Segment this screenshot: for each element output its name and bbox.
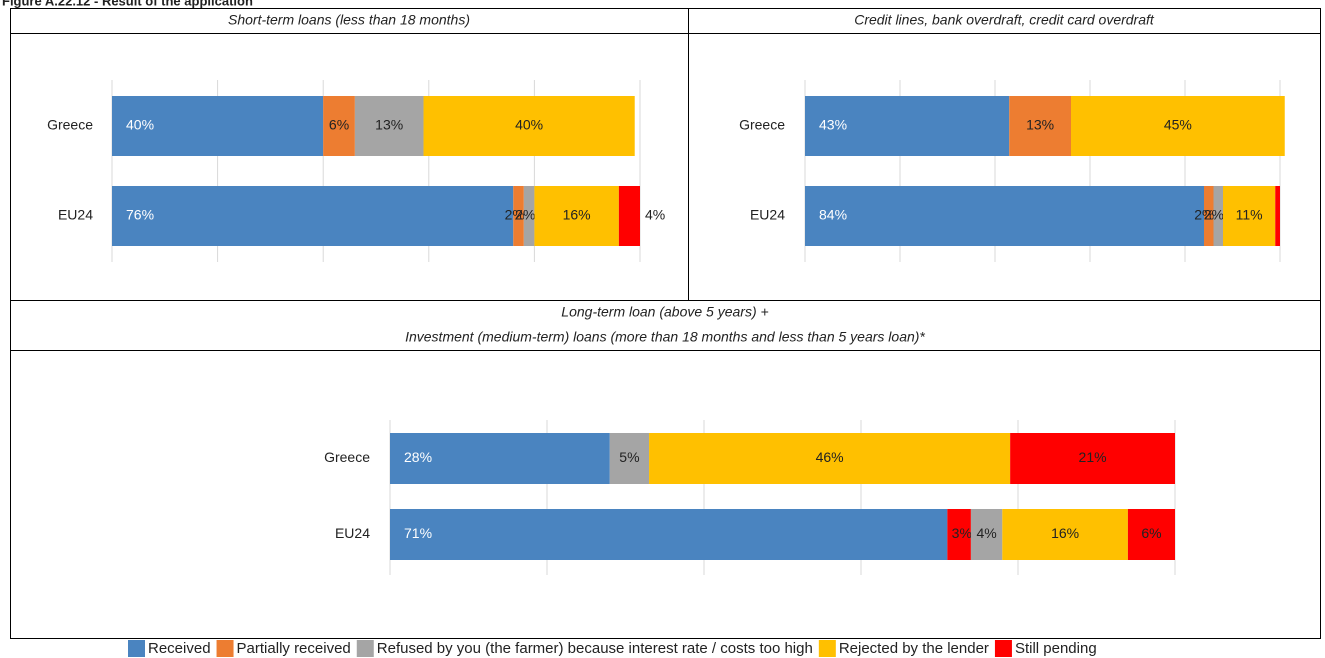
data-label: 71%: [404, 525, 432, 541]
legend-swatch: [128, 640, 145, 657]
legend-label: Partially received: [237, 640, 351, 657]
bar-segment: [390, 509, 948, 560]
legend-swatch: [994, 640, 1012, 657]
data-label: 46%: [816, 449, 844, 465]
data-label: 6%: [329, 117, 349, 133]
bar-segment: [390, 433, 610, 484]
data-label: 13%: [375, 117, 403, 133]
bar-segment: [1204, 186, 1214, 246]
legend-label: Received: [148, 640, 211, 657]
bar-segment: [947, 509, 971, 560]
bar-segment: [1071, 96, 1285, 156]
chart-title: Short-term loans (less than 18 months): [228, 12, 470, 28]
data-label: 2%: [505, 207, 525, 223]
data-label: 4%: [976, 525, 996, 541]
bar-segment: [609, 433, 650, 484]
category-label: Greece: [324, 449, 370, 465]
bar-segment: [1213, 186, 1223, 246]
legend-label: Still pending: [1015, 640, 1097, 657]
data-label: 40%: [515, 117, 543, 133]
bar-segment: [1275, 186, 1280, 246]
chart-title: Investment (medium-term) loans (more tha…: [405, 329, 925, 345]
bar-segment: [805, 186, 1204, 246]
category-label: EU24: [58, 207, 93, 223]
bar-segment: [1127, 509, 1175, 560]
data-label: 13%: [1026, 117, 1054, 133]
bar-segment: [1223, 186, 1276, 246]
bar-segment: [112, 96, 324, 156]
category-label: Greece: [47, 117, 93, 133]
legend-swatch: [356, 640, 374, 657]
data-label: 45%: [1164, 117, 1192, 133]
data-label: 16%: [1051, 525, 1079, 541]
frame: [10, 8, 1321, 639]
data-label: 6%: [1141, 525, 1161, 541]
bar-segment: [423, 96, 635, 156]
data-label: 4%: [645, 207, 665, 223]
data-label: 16%: [563, 207, 591, 223]
bar-segment: [1010, 433, 1175, 484]
data-label: 5%: [619, 449, 639, 465]
bar-segment: [805, 96, 1010, 156]
category-label: Greece: [739, 117, 785, 133]
bar-segment: [649, 433, 1011, 484]
bar-segment: [618, 186, 640, 246]
data-label: 43%: [819, 117, 847, 133]
category-label: EU24: [750, 207, 785, 223]
data-label: 21%: [1079, 449, 1107, 465]
chart-title: Credit lines, bank overdraft, credit car…: [854, 12, 1155, 28]
data-label: 2%: [1194, 207, 1214, 223]
category-label: EU24: [335, 525, 370, 541]
legend-label: Rejected by the lender: [839, 640, 989, 657]
bar-segment: [534, 186, 619, 246]
bar-segment: [323, 96, 355, 156]
data-label: 28%: [404, 449, 432, 465]
bar-segment: [1009, 96, 1071, 156]
bar-segment: [523, 186, 535, 246]
bar-segment: [112, 186, 514, 246]
data-label: 3%: [952, 525, 972, 541]
legend-swatch: [818, 640, 836, 657]
data-label: 2%: [515, 207, 535, 223]
legend-label: Refused by you (the farmer) because inte…: [377, 640, 813, 657]
data-label: 2%: [1204, 207, 1224, 223]
chart-title: Long-term loan (above 5 years) +: [561, 304, 768, 320]
legend-swatch: [216, 640, 234, 657]
data-label: 40%: [126, 117, 154, 133]
bar-segment: [1002, 509, 1128, 560]
bar-segment: [354, 96, 424, 156]
bar-segment: [970, 509, 1003, 560]
data-label: 76%: [126, 207, 154, 223]
data-label: 84%: [819, 207, 847, 223]
figure-title: Figure A.22.12 - Result of the applicati…: [2, 0, 253, 8]
bar-segment: [513, 186, 524, 246]
data-label: 11%: [1236, 207, 1263, 223]
